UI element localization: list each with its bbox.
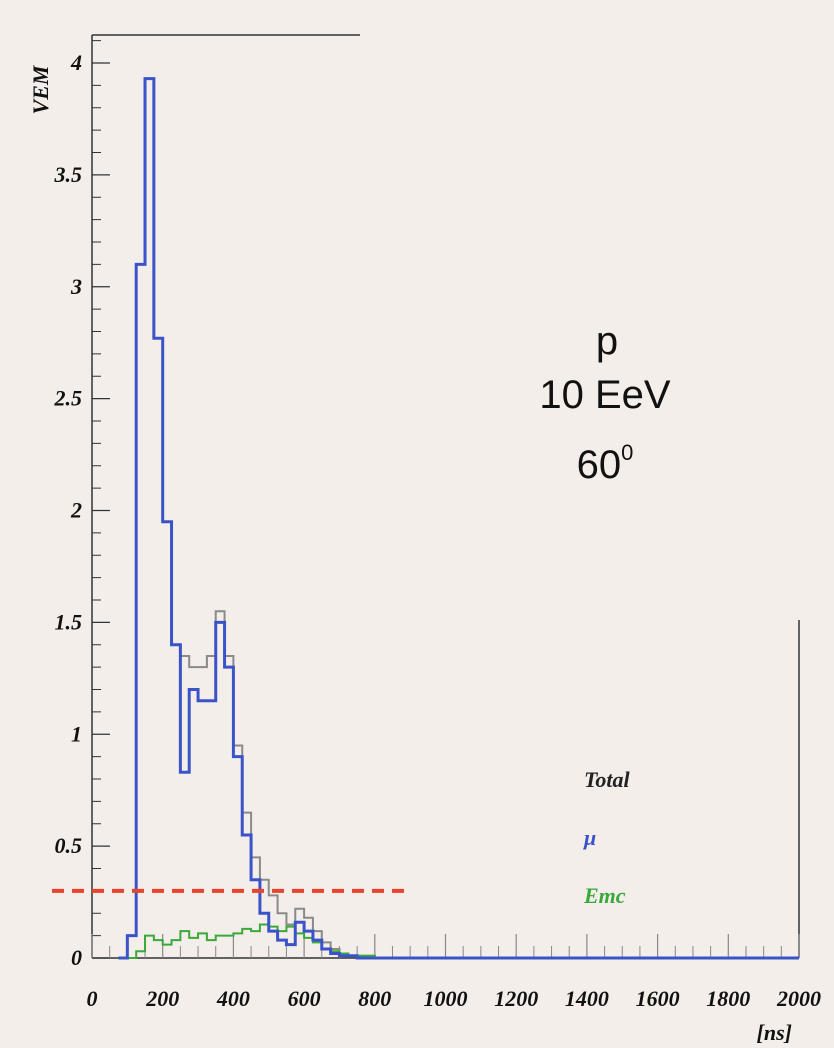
y-tick-label: 2.5 xyxy=(54,386,83,411)
y-axis-title: VEM xyxy=(28,64,53,114)
x-tick-label: 1200 xyxy=(494,986,538,1011)
annotation-energy: 10 EeV xyxy=(539,373,671,417)
x-tick-label: 1400 xyxy=(565,986,609,1011)
x-tick-label: 400 xyxy=(216,986,250,1011)
series-layer xyxy=(118,77,799,960)
y-axis-ticks: 0 0.5 1 1.5 2 2.5 3 3.5 4 xyxy=(54,40,110,970)
series-muon-line xyxy=(118,77,799,960)
y-tick-label: 4 xyxy=(70,50,82,75)
x-tick-label: 1000 xyxy=(424,986,468,1011)
annotation-angle-value: 60 xyxy=(577,443,622,487)
y-tick-label: 1.5 xyxy=(55,609,83,634)
annotation-particle: p xyxy=(596,319,618,363)
x-axis-ticks: 0 200 400 600 800 1000 1200 1400 1600 1800 2000 xyxy=(87,934,821,1011)
x-tick-label: 600 xyxy=(288,986,321,1011)
y-tick-label: 3.5 xyxy=(54,162,83,187)
y-tick-label: 0 xyxy=(71,945,82,970)
x-tick-label: 1800 xyxy=(706,986,750,1011)
x-axis-title: [ns] xyxy=(757,1020,792,1045)
annotation-angle-degree: 0 xyxy=(621,440,633,465)
x-tick-label: 1600 xyxy=(636,986,680,1011)
x-tick-label: 800 xyxy=(358,986,391,1011)
x-tick-label: 2000 xyxy=(776,986,821,1011)
legend-total: Total xyxy=(584,767,631,792)
y-tick-label: 2 xyxy=(70,498,82,523)
legend-muon: μ xyxy=(583,825,596,850)
series-total-line xyxy=(118,77,799,959)
y-tick-label: 1 xyxy=(71,721,82,746)
legend-emc: Emc xyxy=(583,883,626,908)
plot-frame xyxy=(91,34,800,959)
y-tick-label: 0.5 xyxy=(55,833,83,858)
y-tick-label: 3 xyxy=(70,274,82,299)
series-emc-line xyxy=(118,923,799,959)
x-tick-label: 200 xyxy=(145,986,179,1011)
annotation-angle: 600 xyxy=(577,440,634,487)
x-tick-label: 0 xyxy=(87,986,98,1011)
